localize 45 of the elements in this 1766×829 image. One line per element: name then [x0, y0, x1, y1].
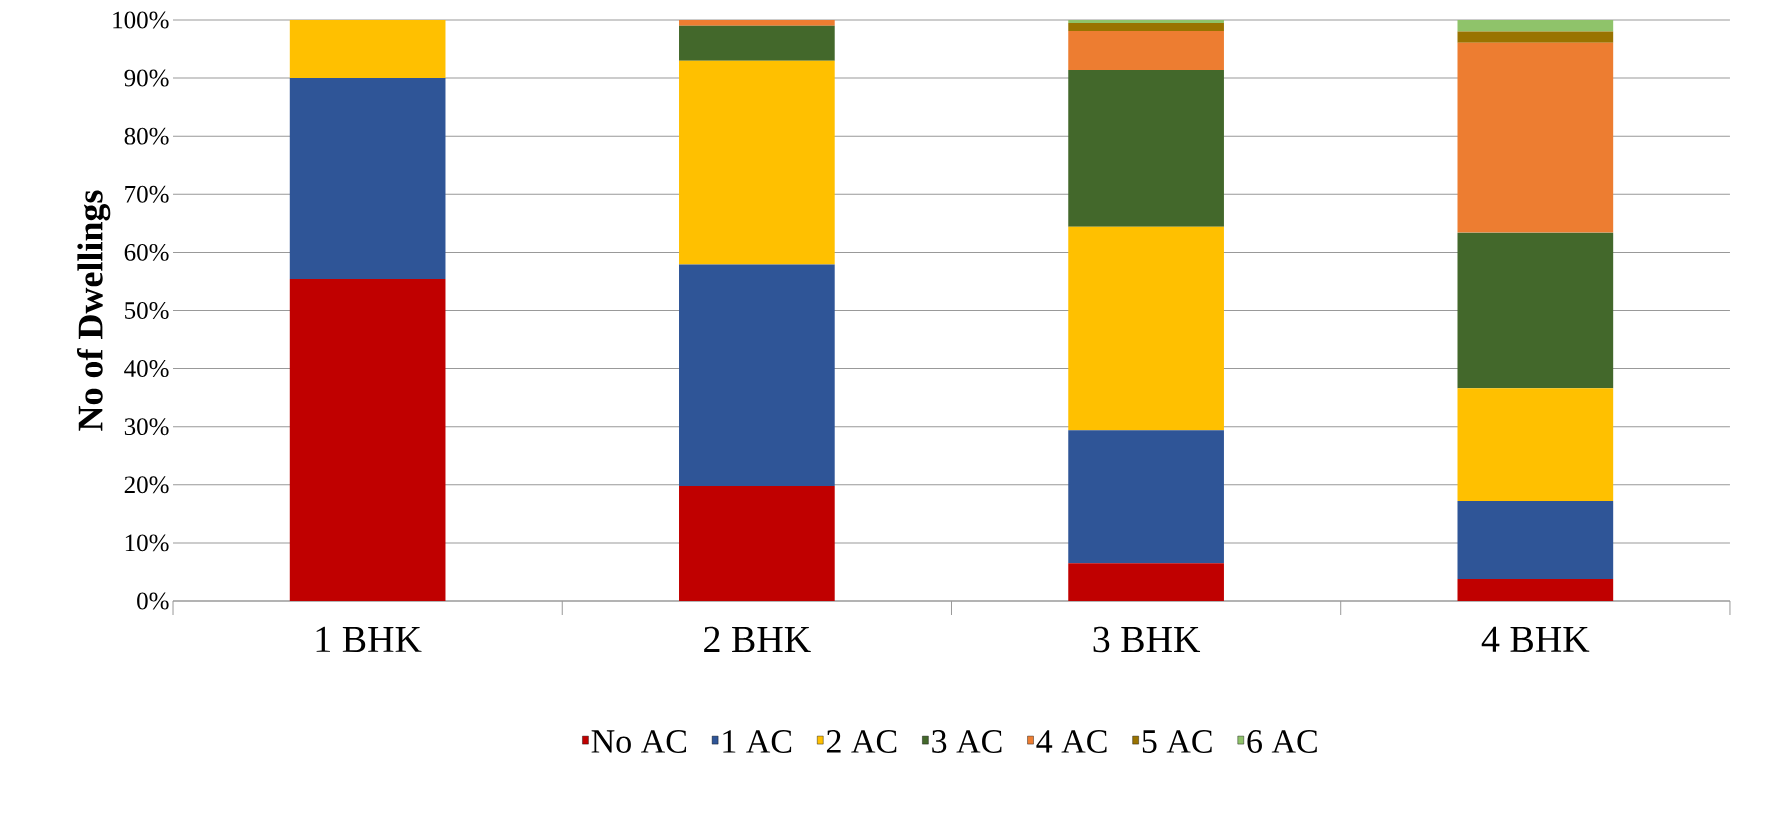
x-tick-label: 2 BHK	[704, 626, 811, 653]
y-tick-label: 50%	[125, 302, 169, 319]
bar	[679, 60, 835, 265]
bar	[1068, 19, 1224, 23]
x-tick-label: 1 BHK	[316, 626, 422, 652]
y-tick-label: 0%	[137, 592, 169, 610]
bar	[1457, 578, 1614, 601]
bar	[1457, 501, 1614, 579]
y-tick-label: 20%	[124, 476, 169, 494]
bar	[289, 19, 446, 79]
legend-label: No AC	[591, 730, 687, 753]
bar	[1068, 69, 1224, 227]
y-tick-label: 10%	[125, 534, 169, 552]
bar	[1457, 388, 1614, 502]
y-tick-label: 90%	[124, 69, 169, 87]
bar	[1457, 232, 1614, 389]
y-tick-label: 100%	[113, 11, 169, 29]
bar	[1068, 226, 1224, 431]
bar	[1457, 19, 1614, 32]
bar	[1068, 563, 1224, 601]
y-tick-label: 80%	[124, 127, 169, 145]
x-tick-label: 4 BHK	[1481, 626, 1590, 652]
bar	[679, 485, 835, 601]
legend-label: 2 AC	[826, 730, 897, 753]
bar	[1457, 31, 1614, 43]
y-tick-label: 60%	[124, 243, 169, 261]
legend-label: 5 AC	[1142, 730, 1212, 753]
legend-label: 6 AC	[1247, 730, 1317, 753]
legend-label: 4 AC	[1036, 730, 1107, 753]
bar	[1068, 430, 1224, 564]
y-tick-label: 70%	[125, 185, 169, 203]
y-tick-label: 40%	[124, 360, 169, 378]
y-axis-title: No of Dwellings	[77, 190, 111, 431]
y-tick-label: 30%	[124, 418, 169, 436]
bar	[1068, 31, 1224, 70]
x-tick-label: 3 BHK	[1093, 626, 1201, 653]
bar	[679, 264, 835, 486]
legend-label: 3 AC	[932, 730, 1002, 753]
bar	[289, 279, 446, 601]
bar	[289, 78, 446, 280]
legend-label: 1 AC	[723, 730, 792, 753]
bar	[1457, 42, 1614, 233]
bar	[679, 19, 835, 26]
bar	[679, 25, 835, 61]
bar	[1068, 22, 1224, 32]
